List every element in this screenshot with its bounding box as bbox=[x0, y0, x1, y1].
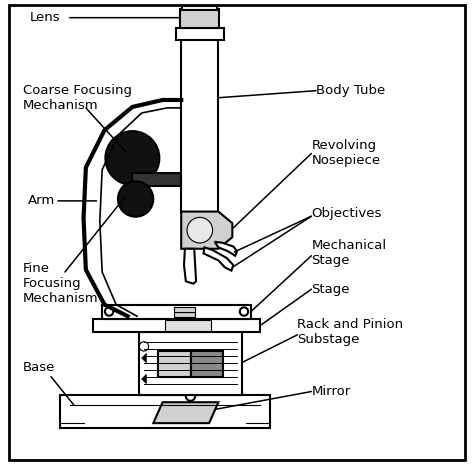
Bar bbox=[174, 312, 195, 317]
Circle shape bbox=[105, 307, 113, 316]
Bar bbox=[180, 9, 219, 28]
Bar bbox=[191, 351, 223, 377]
Polygon shape bbox=[181, 212, 232, 249]
Bar bbox=[182, 6, 218, 10]
Polygon shape bbox=[142, 353, 146, 363]
Bar bbox=[165, 320, 211, 331]
Text: Lens: Lens bbox=[30, 11, 61, 24]
Polygon shape bbox=[93, 319, 260, 332]
Polygon shape bbox=[102, 305, 251, 319]
Circle shape bbox=[240, 307, 248, 316]
Ellipse shape bbox=[187, 218, 212, 243]
Circle shape bbox=[186, 392, 195, 401]
Bar bbox=[132, 173, 181, 186]
Polygon shape bbox=[139, 332, 242, 395]
Text: Base: Base bbox=[23, 361, 55, 374]
Bar bbox=[176, 28, 224, 40]
Polygon shape bbox=[184, 249, 196, 284]
Text: Objectives: Objectives bbox=[311, 207, 382, 220]
Text: Body Tube: Body Tube bbox=[316, 84, 385, 97]
Circle shape bbox=[118, 181, 153, 217]
Text: Fine
Focusing
Mechanism: Fine Focusing Mechanism bbox=[23, 262, 99, 305]
Bar bbox=[181, 33, 219, 212]
Circle shape bbox=[139, 342, 149, 351]
Polygon shape bbox=[215, 242, 237, 256]
Text: Rack and Pinion
Substage: Rack and Pinion Substage bbox=[298, 319, 403, 346]
Bar bbox=[174, 307, 195, 312]
Text: Revolving
Nosepiece: Revolving Nosepiece bbox=[311, 140, 381, 167]
Polygon shape bbox=[142, 374, 146, 384]
Text: Stage: Stage bbox=[311, 283, 350, 296]
Polygon shape bbox=[203, 247, 233, 271]
Polygon shape bbox=[60, 395, 270, 428]
Text: Arm: Arm bbox=[28, 194, 55, 207]
Polygon shape bbox=[153, 402, 219, 423]
Text: Coarse Focusing
Mechanism: Coarse Focusing Mechanism bbox=[23, 84, 132, 112]
Text: Mechanical
Stage: Mechanical Stage bbox=[311, 239, 386, 267]
Bar bbox=[158, 351, 191, 377]
Text: Mirror: Mirror bbox=[311, 385, 351, 398]
Circle shape bbox=[105, 131, 159, 185]
